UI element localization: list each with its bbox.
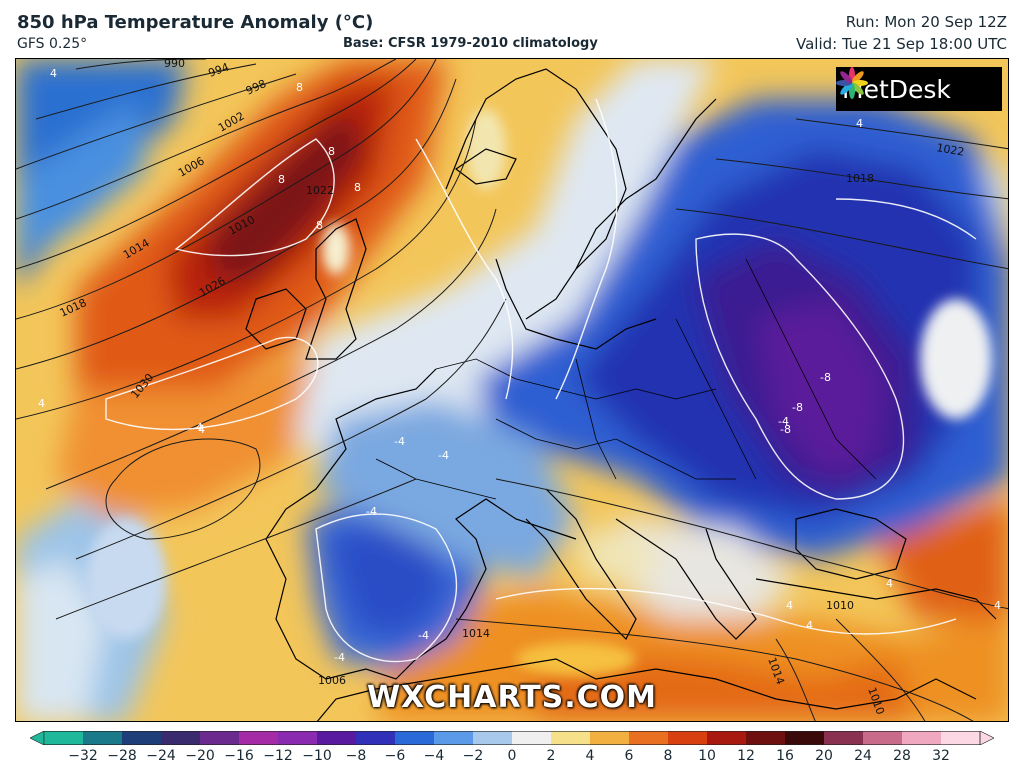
colorbar-tick-label: −4 <box>423 748 445 764</box>
colorbar-cell <box>863 731 903 745</box>
colorbar-tick-label: 10 <box>698 748 716 764</box>
colorbar-tick-label: 8 <box>663 748 673 764</box>
anomaly-label: -4 <box>438 449 449 462</box>
colorbar-cell <box>44 731 84 745</box>
colorbar-cell <box>707 731 747 745</box>
colorbar-tick-label: −20 <box>185 748 215 764</box>
colorbar-outline <box>43 731 981 745</box>
colorbar-cell <box>200 731 240 745</box>
anomaly-label: 8 <box>278 173 285 186</box>
isobar-label: 1022 <box>306 184 334 197</box>
colorbar-cell <box>395 731 435 745</box>
colorbar-cell <box>512 731 552 745</box>
colorbar-cell <box>122 731 162 745</box>
colorbar-tick-label: −10 <box>302 748 332 764</box>
colorbar-tick-label: −24 <box>146 748 176 764</box>
anomaly-label: -4 <box>366 505 377 518</box>
colorbar-cell <box>902 731 942 745</box>
anomaly-label: 4 <box>806 619 813 632</box>
colorbar-cell <box>239 731 279 745</box>
anomaly-label: 4 <box>198 423 205 436</box>
isobar-label: 1022 <box>935 141 965 159</box>
colorbar-cell <box>629 731 669 745</box>
colorbar-tick-label: 28 <box>893 748 911 764</box>
anomaly-label-group: 8 8 8 8 8 4 4 4 4 4 -4 -4 -4 -4 -4 -4 -8… <box>38 67 1001 664</box>
colorbar-tick-label: 4 <box>585 748 595 764</box>
colorbar-cell <box>551 731 591 745</box>
colorbar-tick-label: 32 <box>932 748 950 764</box>
colorbar-tick-label: 2 <box>546 748 556 764</box>
isobar-label: 990 <box>164 59 185 70</box>
anomaly-label: 4 <box>196 421 203 434</box>
colorbar-tick-label: 12 <box>737 748 755 764</box>
colorbar-cell <box>278 731 318 745</box>
colorbar-arrow-high <box>979 731 994 745</box>
anomaly-label: 4 <box>50 67 57 80</box>
colorbar-cell <box>161 731 201 745</box>
anomaly-label: -4 <box>418 629 429 642</box>
anomaly-label: -4 <box>778 415 789 428</box>
anomaly-label: -8 <box>780 423 791 436</box>
colorbar-tick-label: −16 <box>224 748 254 764</box>
coastlines <box>245 68 997 721</box>
colorbar-cell <box>941 731 981 745</box>
colorbar-cell <box>785 731 825 745</box>
anomaly-label: 4 <box>38 397 45 410</box>
colorbar-tick-label: −8 <box>345 748 367 764</box>
colorbar-cell <box>356 731 396 745</box>
metdesk-logo: MetDesk <box>836 67 1002 111</box>
chart-title: 850 hPa Temperature Anomaly (°C) <box>17 12 374 33</box>
anomaly-label: -8 <box>792 401 803 414</box>
isobar-label: 1014 <box>462 627 490 640</box>
colorbar-cell <box>473 731 513 745</box>
colorbar-tick-label: 16 <box>776 748 794 764</box>
colorbar-tick-label: −2 <box>462 748 484 764</box>
anomaly-label: 4 <box>886 577 893 590</box>
metdesk-logo-mark-icon <box>836 67 868 99</box>
anomaly-label: 4 <box>786 599 793 612</box>
anomaly-label: 4 <box>856 117 863 130</box>
colorbar-tick-label: 0 <box>507 748 517 764</box>
map-canvas: 990 994 998 1002 1006 1010 1014 1018 102… <box>16 59 1008 721</box>
isobars <box>16 59 1008 721</box>
colorbar-tick-label: 24 <box>854 748 872 764</box>
isobar-label: 1006 <box>318 674 346 687</box>
colorbar <box>30 731 994 745</box>
anomaly-label: -8 <box>820 371 831 384</box>
anomaly-label: 8 <box>328 145 335 158</box>
colorbar-cell <box>746 731 786 745</box>
wxcharts-watermark: WXCHARTS.COM <box>366 680 658 715</box>
colorbar-cell <box>668 731 708 745</box>
colorbar-tick-label: −12 <box>263 748 293 764</box>
run-time-label: Run: Mon 20 Sep 12Z <box>845 13 1007 31</box>
anomaly-map[interactable]: 990 994 998 1002 1006 1010 1014 1018 102… <box>15 58 1009 722</box>
colorbar-cell <box>434 731 474 745</box>
base-climatology-label: Base: CFSR 1979-2010 climatology <box>343 36 598 51</box>
anomaly-label: 8 <box>354 181 361 194</box>
anomaly-label: 4 <box>994 599 1001 612</box>
colorbar-tick-label: −6 <box>384 748 406 764</box>
isobar-label: 1010 <box>826 599 854 612</box>
anomaly-contours <box>105 98 977 663</box>
colorbar-tick-label: 6 <box>624 748 634 764</box>
model-label: GFS 0.25° <box>17 36 88 52</box>
anomaly-label: -4 <box>334 651 345 664</box>
colorbar-cell <box>590 731 630 745</box>
colorbar-cell <box>317 731 357 745</box>
anomaly-label: 8 <box>316 219 323 232</box>
valid-time-label: Valid: Tue 21 Sep 18:00 UTC <box>796 35 1007 53</box>
colorbar-tick-label: −32 <box>68 748 98 764</box>
colorbar-cell <box>824 731 864 745</box>
anomaly-label: 8 <box>296 81 303 94</box>
isobar-label: 1018 <box>846 172 874 185</box>
colorbar-tick-label: 20 <box>815 748 833 764</box>
colorbar-cell <box>83 731 123 745</box>
colorbar-arrow-low <box>30 731 45 745</box>
colorbar-cells <box>30 731 994 745</box>
colorbar-tick-label: −28 <box>107 748 137 764</box>
colorbar-tick-labels: −32 −28 −24 −20 −16 −12 −10 −8 −6 −4 −2 0 2 4 6 8 10 12 16… <box>0 748 1024 772</box>
anomaly-detail <box>86 109 992 677</box>
anomaly-label: -4 <box>394 435 405 448</box>
